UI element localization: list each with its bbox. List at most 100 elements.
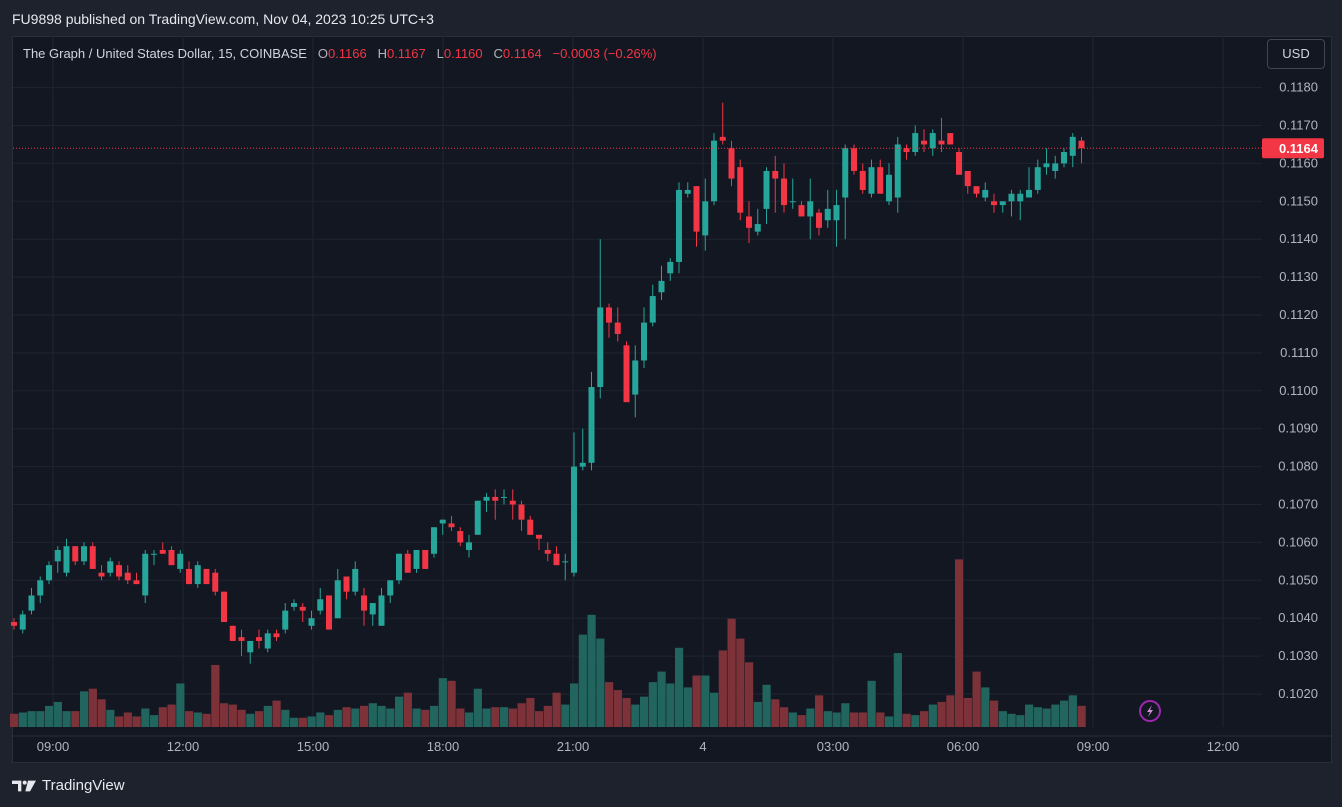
volume-bar	[928, 704, 937, 727]
candle-body	[221, 591, 227, 622]
candle-body	[63, 546, 70, 573]
candle-body	[1069, 136, 1076, 156]
open-label: O	[317, 46, 328, 61]
candle-body	[798, 205, 805, 217]
y-tick-label: 0.1160	[1279, 155, 1318, 170]
volume-bar	[141, 708, 150, 727]
candle-body	[46, 565, 52, 581]
candle-body	[658, 280, 665, 293]
chart-area[interactable]	[12, 36, 1332, 763]
candle-body	[571, 466, 577, 573]
candle-body	[212, 572, 219, 592]
volume-bar	[395, 696, 404, 727]
volume-bar	[570, 683, 579, 727]
candle-body	[816, 212, 822, 228]
volume-bar	[631, 704, 640, 727]
candle-body	[422, 549, 429, 569]
volume-bar	[736, 638, 745, 727]
volume-bar	[482, 708, 491, 727]
volume-bar	[815, 695, 824, 727]
volume-bar	[150, 715, 159, 727]
y-tick-label: 0.1150	[1279, 193, 1318, 208]
volume-bar	[701, 675, 710, 727]
candle-body	[579, 462, 586, 467]
candle-body	[1043, 163, 1050, 168]
volume-bar	[97, 699, 106, 727]
volume-bar	[115, 716, 124, 727]
candle-body	[439, 519, 446, 524]
candle-body	[72, 546, 79, 562]
volume-bar	[290, 717, 299, 727]
y-tick-label: 0.1080	[1278, 459, 1318, 474]
candle-body	[982, 189, 989, 198]
volume-bar	[1016, 715, 1025, 727]
volume-bar	[246, 713, 255, 727]
candle-body	[536, 534, 542, 539]
last-price-label: 0.1164	[1279, 141, 1319, 156]
volume-bar	[45, 705, 54, 727]
volume-bar	[53, 701, 62, 727]
top-bar: FU9898 published on TradingView.com, Nov…	[0, 0, 1342, 36]
candle-body	[124, 572, 131, 581]
candle-body	[527, 519, 534, 535]
candle-body	[597, 307, 604, 388]
volume-bar	[850, 712, 859, 727]
volume-bar	[255, 711, 264, 727]
volume-bar	[176, 683, 185, 727]
low-value: 0.1160	[443, 46, 483, 61]
candle-body	[352, 568, 359, 592]
y-tick-label: 0.1100	[1279, 383, 1318, 398]
volume-bar	[351, 708, 360, 727]
volume-bar	[430, 705, 439, 727]
candle-body	[457, 531, 464, 543]
volume-bar	[211, 664, 220, 727]
candle-body	[693, 186, 700, 232]
candle-body	[938, 140, 945, 145]
y-tick-label: 0.1070	[1278, 497, 1318, 512]
volume-bar	[622, 697, 631, 727]
volume-bar	[1007, 713, 1016, 727]
candle-body	[413, 549, 420, 569]
y-tick-label: 0.1090	[1278, 421, 1318, 436]
currency-button[interactable]: USD	[1267, 39, 1325, 69]
volume-bar	[823, 711, 832, 727]
x-tick-label: 09:00	[37, 739, 70, 754]
volume-bar	[202, 713, 211, 727]
candle-body	[921, 140, 927, 145]
candle-body	[929, 133, 936, 149]
footer-brand[interactable]: TradingView	[12, 777, 125, 794]
candle-body	[466, 542, 472, 550]
candle-body	[492, 496, 499, 501]
candle-body	[544, 549, 551, 554]
volume-bar	[867, 680, 876, 727]
volume-bar	[771, 699, 780, 727]
candle-body	[518, 504, 525, 520]
volume-bar	[657, 671, 666, 727]
volume-bar	[1051, 704, 1060, 727]
volume-bar	[412, 708, 421, 727]
candle-body	[282, 610, 289, 630]
candle-body	[378, 595, 385, 626]
volume-bar	[447, 680, 456, 727]
volume-bar	[491, 707, 500, 727]
candle-body	[894, 144, 901, 198]
volume-bar	[710, 692, 719, 727]
candle-body	[991, 201, 997, 206]
volume-bar	[692, 675, 701, 727]
candle-body	[614, 322, 621, 334]
candle-body	[1052, 163, 1059, 171]
y-tick-label: 0.1140	[1279, 231, 1318, 246]
candle-body	[81, 546, 87, 562]
volume-bar	[228, 704, 237, 727]
volume-bar	[71, 711, 80, 727]
candle-body	[842, 148, 849, 198]
y-tick-label: 0.1130	[1279, 269, 1318, 284]
candle-body	[369, 603, 376, 615]
y-tick-label: 0.1170	[1279, 118, 1318, 133]
volume-bar	[27, 711, 36, 727]
volume-bar	[596, 638, 605, 727]
y-tick-label: 0.1050	[1278, 572, 1318, 587]
x-tick-label: 18:00	[427, 739, 460, 754]
candle-body	[326, 595, 332, 630]
